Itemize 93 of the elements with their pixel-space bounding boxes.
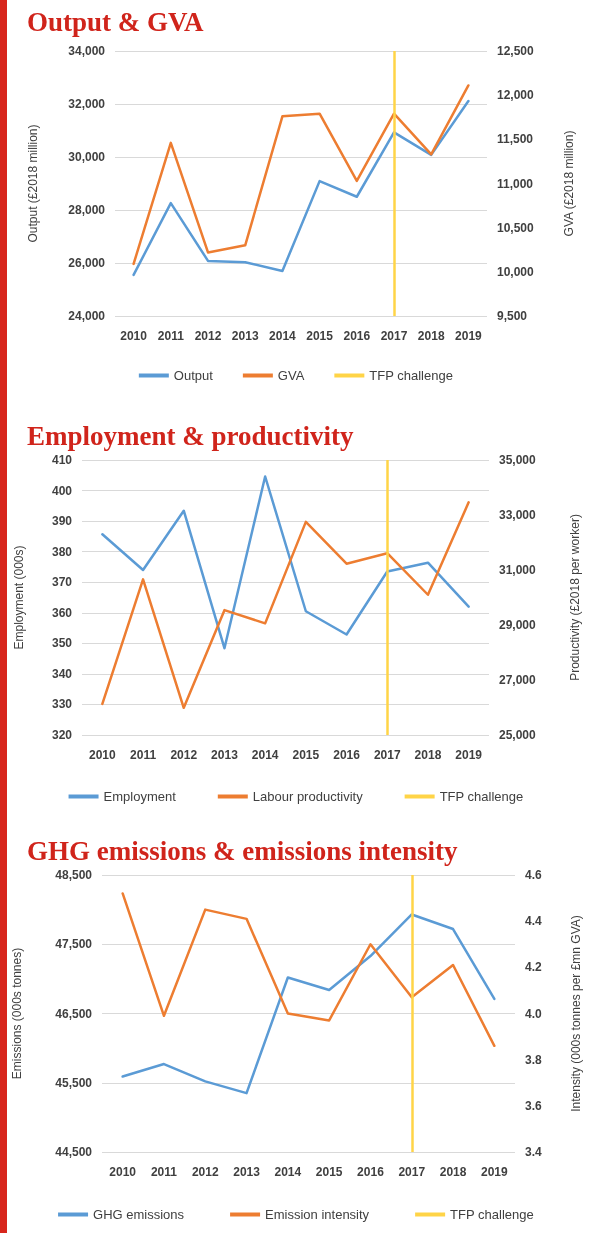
x-tick-label: 2019 [481,1165,509,1179]
chart-title: Employment & productivity [27,420,354,451]
y-tick-label: 320 [51,728,73,742]
line-series [101,501,470,710]
x-tick-label: 2018 [439,1165,467,1179]
chart-title: GHG emissions & emissions intensity [27,835,459,866]
y2-tick-label: 27,000 [499,673,537,687]
y2-tick-label: 4.0 [525,1006,543,1021]
x-tick-label: 2017 [373,748,401,762]
y-tick-label: 46,500 [55,1006,93,1021]
y-axis-title: Emissions (000s tonnes) [10,947,24,1080]
y-axis-title: Employment (000s) [12,545,26,650]
x-tick-label: 2016 [343,329,371,343]
y2-tick-label: 33,000 [499,508,537,522]
y2-tick-label: 29,000 [499,618,537,632]
y-tick-label: 360 [51,605,73,620]
y2-tick-label: 31,000 [499,563,537,577]
line-series [101,475,470,650]
x-tick-label: 2010 [89,748,117,762]
x-tick-label: 2018 [414,748,442,762]
legend-label: Labour productivity [252,789,364,804]
y-tick-label: 410 [51,453,73,467]
x-tick-label: 2011 [157,329,185,343]
y2-tick-label: 11,000 [497,176,534,191]
y-tick-label: 34,000 [68,44,106,58]
x-tick-label: 2013 [211,748,239,762]
y2-tick-label: 12,000 [497,88,535,103]
y2-tick-label: 3.4 [525,1145,543,1159]
y-tick-label: 400 [51,483,73,498]
y-tick-label: 45,500 [55,1075,93,1090]
x-tick-label: 2011 [130,748,157,762]
x-tick-label: 2016 [357,1165,385,1179]
y-tick-label: 370 [51,575,73,590]
y-tick-label: 48,500 [55,868,93,882]
x-tick-label: 2013 [231,329,259,343]
legend-label: TFP challenge [369,368,453,383]
y2-axis-title: Intensity (000s tonnes per £mn GVA) [569,915,583,1112]
y-tick-label: 47,500 [55,937,93,952]
y2-axis-title: GVA (£2018 million) [562,130,576,237]
x-tick-label: 2012 [191,1165,219,1179]
legend-label: GHG emissions [93,1207,185,1222]
y2-tick-label: 12,500 [497,44,535,58]
x-tick-label: 2015 [306,329,334,343]
y2-tick-label: 4.2 [525,960,543,975]
y-tick-label: 26,000 [68,256,106,270]
y-tick-label: 380 [51,544,73,559]
y2-tick-label: 3.6 [525,1098,543,1113]
y-tick-label: 390 [51,514,73,529]
x-tick-label: 2015 [292,748,320,762]
x-tick-label: 2011 [150,1165,178,1179]
y-tick-label: 32,000 [68,97,106,111]
y2-tick-label: 4.6 [525,868,543,882]
legend-label: Emission intensity [265,1207,370,1222]
y2-tick-label: 11,500 [497,132,534,147]
y2-tick-label: 4.4 [525,914,543,929]
x-tick-label: 2017 [398,1165,426,1179]
x-tick-label: 2012 [170,748,198,762]
y-tick-label: 24,000 [68,309,106,323]
x-tick-label: 2014 [251,748,279,762]
y2-tick-label: 10,000 [497,264,535,279]
x-tick-label: 2018 [417,329,445,343]
x-tick-label: 2016 [333,748,361,762]
y-tick-label: 28,000 [68,203,106,217]
line-series [121,913,496,1095]
y2-tick-label: 35,000 [499,453,537,467]
legend-label: GVA [277,368,305,383]
x-tick-label: 2012 [194,329,222,343]
legend-label: Employment [103,789,177,804]
x-tick-label: 2014 [269,329,297,343]
x-tick-label: 2010 [120,329,148,343]
x-tick-label: 2019 [455,748,483,762]
x-tick-label: 2013 [233,1165,261,1179]
x-tick-label: 2014 [274,1165,302,1179]
y-tick-label: 350 [51,636,73,651]
y2-tick-label: 9,500 [497,309,528,323]
x-tick-label: 2019 [455,329,483,343]
line-series [121,892,496,1048]
x-tick-label: 2010 [109,1165,137,1179]
chart-title: Output & GVA [27,6,205,37]
legend-label: TFP challenge [450,1207,534,1222]
y2-axis-title: Productivity (£2018 per worker) [568,514,582,681]
y2-tick-label: 25,000 [499,728,537,742]
y2-tick-label: 3.8 [525,1052,543,1067]
legend-label: TFP challenge [439,789,524,804]
y-tick-label: 340 [51,666,73,681]
y-tick-label: 30,000 [68,150,106,164]
x-tick-label: 2015 [315,1165,343,1179]
y-axis-title: Output (£2018 million) [26,124,40,243]
y2-tick-label: 10,500 [497,220,535,235]
y-tick-label: 44,500 [55,1145,93,1159]
legend-label: Output [173,368,214,383]
y-tick-label: 330 [51,697,73,712]
x-tick-label: 2017 [380,329,408,343]
